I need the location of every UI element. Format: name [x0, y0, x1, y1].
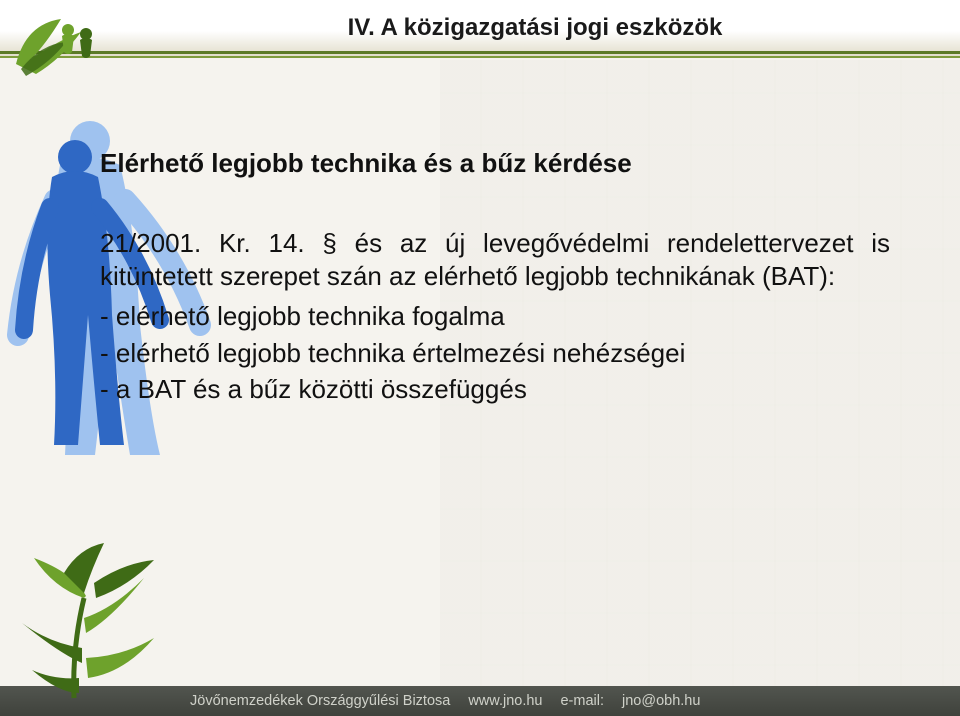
content-bullet: - elérhető legjobb technika értelmezési …: [100, 337, 890, 370]
slide: IV. A közigazgatási jogi eszközök Elérhe…: [0, 0, 960, 716]
content-bullet: - a BAT és a bűz közötti összefüggés: [100, 373, 890, 406]
header-bar: IV. A közigazgatási jogi eszközök: [0, 0, 960, 58]
content-bullet: - elérhető legjobb technika fogalma: [100, 300, 890, 333]
footer-email-label: e-mail:: [560, 693, 604, 709]
header-accent-stripe: [0, 51, 960, 54]
footer-org: Jövőnemzedékek Országgyűlési Biztosa: [190, 693, 450, 709]
footer-email-link[interactable]: jno@obh.hu: [622, 693, 700, 709]
footer-url-link[interactable]: www.jno.hu: [468, 693, 542, 709]
content-heading: Elérhető legjobb technika és a bűz kérdé…: [100, 148, 890, 179]
content-paragraph: 21/2001. Kr. 14. § és az új levegővédelm…: [100, 227, 890, 292]
page-title: IV. A közigazgatási jogi eszközök: [348, 14, 723, 42]
plant-decoration-icon: [4, 538, 174, 708]
content-area: Elérhető legjobb technika és a bűz kérdé…: [0, 58, 960, 406]
